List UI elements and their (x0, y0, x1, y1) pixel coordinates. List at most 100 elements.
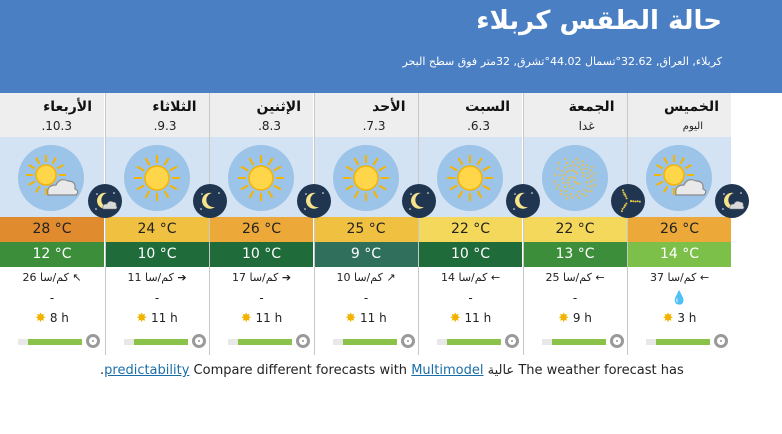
day-column[interactable]: الأربعاء 10.3. 28 °C 12 °C 26 كم/سا ↖ - ✸ 8 h (0, 93, 104, 355)
max-temperature: 24 °C (105, 217, 209, 242)
predictability-bar (123, 339, 188, 345)
predictability-dial-icon[interactable] (296, 334, 310, 348)
precipitation: - (259, 291, 264, 305)
wind-direction-icon: ↗ (386, 271, 396, 284)
multimodel-link[interactable]: Multimodel (411, 363, 484, 378)
weather-icon-zone (523, 137, 627, 217)
max-temperature: 26 °C (628, 217, 731, 242)
max-temperature: 22 °C (523, 217, 627, 242)
day-column[interactable]: السبت 6.3. 22 °C 10 °C 14 كم/سا ← - ✸ 11 h (418, 93, 522, 355)
predictability-bar (18, 339, 82, 345)
predictability-bar (228, 339, 292, 345)
wind-value: 25 كم/سا (545, 271, 592, 284)
min-temperature: 14 °C (628, 242, 731, 267)
forecast-footer: .predictability Compare different foreca… (100, 363, 684, 378)
wind-value: 14 كم/سا (440, 271, 488, 284)
partly-cloudy-icon (18, 145, 84, 211)
day-header: السبت 6.3. (419, 93, 522, 137)
day-date: 10.3. (41, 119, 72, 133)
wind-info: 14 كم/سا ← (419, 271, 522, 291)
day-column[interactable]: الثلاثاء 9.3. 24 °C 10 °C 11 كم/سا ➔ - ✸ 11 h (104, 93, 209, 355)
precipitation: - (154, 291, 160, 305)
day-header: الجمعة غدا (523, 93, 627, 137)
sunshine-hours: ✸ 11 h (106, 311, 209, 333)
moon-cloud-icon (715, 184, 749, 218)
day-date: غدا (578, 119, 595, 133)
sunshine-hours: ✸ 11 h (315, 311, 418, 333)
precipitation: - (468, 291, 473, 305)
sun-small-icon: ✸ (136, 311, 148, 326)
day-header: الثلاثاء 9.3. (105, 93, 209, 137)
sunshine-value: 11 h (255, 311, 283, 325)
sunny-icon (228, 145, 294, 211)
wind-info: 26 كم/سا ↖ (0, 271, 104, 291)
day-column[interactable]: الأحد 7.3. 25 °C 9 °C 10 كم/سا ↗ - ✸ 11 h (313, 93, 418, 355)
weather-icon-zone (210, 137, 313, 217)
precipitation: - (363, 291, 369, 305)
wind-direction-icon: ➔ (281, 271, 292, 284)
sunny-icon (332, 145, 399, 211)
footer-end: . (100, 363, 105, 378)
sun-small-icon: ✸ (662, 311, 674, 326)
sun-small-icon: ✸ (35, 311, 46, 326)
precipitation: - (572, 291, 578, 305)
day-name: الأحد (372, 99, 406, 115)
day-header: الإثنين 8.3. (210, 93, 313, 137)
predictability-dial-icon[interactable] (609, 334, 624, 348)
min-temperature: 10 °C (419, 242, 522, 267)
sun-small-icon: ✸ (449, 311, 461, 326)
location-details: كربلاء, العراق, 32.62°تسمال 44.02°تشرق, … (402, 55, 722, 68)
wind-direction-icon: ← (595, 271, 605, 284)
day-header: الأحد 7.3. (314, 93, 418, 137)
precipitation: - (49, 291, 55, 305)
predictability-dial-icon[interactable] (400, 334, 415, 348)
predictability-link[interactable]: predictability (104, 363, 190, 378)
wind-info: 25 كم/سا ← (524, 271, 627, 291)
sunshine-value: 11 h (151, 311, 178, 325)
day-name: الثلاثاء (152, 99, 197, 115)
partly-cloudy-icon (646, 145, 712, 211)
day-header: الخميس اليوم (628, 93, 731, 137)
predictability-dial-icon[interactable] (86, 334, 100, 348)
day-name: الخميس (663, 99, 719, 115)
day-date: 7.3. (362, 119, 386, 133)
wind-direction-icon: ↖ (72, 271, 82, 284)
max-temperature: 25 °C (314, 217, 418, 242)
max-temperature: 22 °C (419, 217, 522, 242)
day-column[interactable]: الجمعة غدا 22 °C 13 °C 25 كم/سا ← - ✸ 9 h (522, 93, 627, 355)
footer-start: The weather forecast has (518, 363, 684, 378)
sunshine-hours: ✸ 3 h (628, 311, 731, 333)
precipitation: 💧 (628, 291, 731, 311)
predictability-dial-icon[interactable] (714, 334, 728, 348)
sunny-icon (123, 145, 190, 211)
page-header: حالة الطقس كربلاء كربلاء, العراق, 32.62°… (0, 0, 782, 93)
moon-icon (192, 184, 227, 218)
weather-icon-zone (419, 137, 522, 217)
moon-icon (401, 184, 436, 218)
day-name: السبت (465, 99, 510, 115)
day-date: اليوم (682, 121, 703, 132)
min-temperature: 12 °C (0, 242, 104, 267)
wind-value: 10 كم/سا (336, 271, 383, 284)
day-column[interactable]: الإثنين 8.3. 26 °C 10 °C 17 كم/سا ➔ - ✸ 11 h (209, 93, 313, 355)
sunshine-hours: ✸ 11 h (210, 311, 313, 333)
day-date: 8.3. (258, 119, 281, 133)
min-temperature: 13 °C (523, 242, 627, 267)
predictability-dial-icon[interactable] (505, 334, 519, 348)
predictability-bar (437, 339, 501, 345)
predictability-dial-icon[interactable] (191, 334, 206, 348)
wind-value: 11 كم/سا (127, 271, 174, 284)
max-temperature: 26 °C (210, 217, 313, 242)
wind-value: 17 كم/سا (231, 271, 279, 284)
day-column[interactable]: الخميس اليوم 26 °C 14 °C 37 كم/سا ← 💧 ✸ 3 h (627, 93, 731, 355)
wind-info: 10 كم/سا ↗ (315, 271, 418, 291)
sun-small-icon: ✸ (345, 311, 357, 326)
min-temperature: 10 °C (210, 242, 313, 267)
rain-drop-icon: 💧 (671, 291, 688, 306)
day-name: الإثنين (256, 99, 301, 115)
wind-direction-icon: ← (699, 271, 710, 284)
footer-compare: Compare different forecasts with (189, 363, 412, 378)
sun-small-icon: ✸ (558, 311, 569, 326)
wind-value: 26 كم/سا (22, 271, 69, 284)
